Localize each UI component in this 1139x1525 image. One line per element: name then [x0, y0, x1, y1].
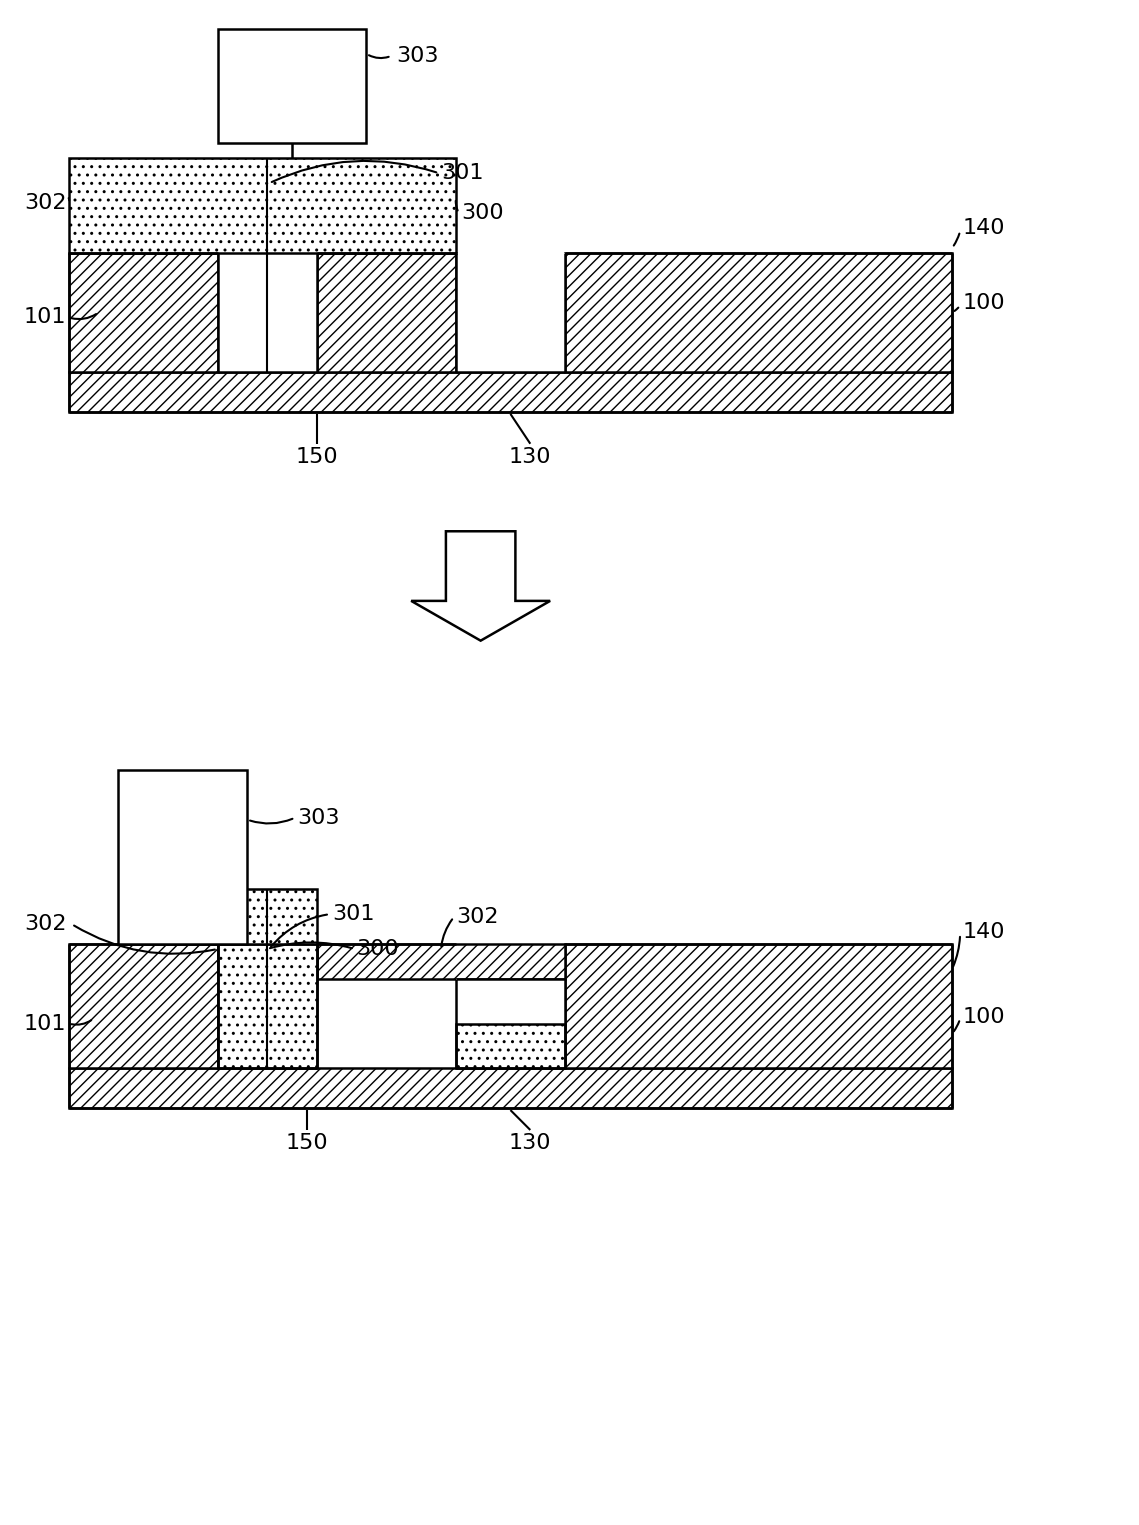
Polygon shape [411, 531, 550, 640]
Text: 150: 150 [286, 1133, 328, 1153]
Text: 130: 130 [509, 1133, 551, 1153]
Bar [218, 29, 367, 143]
Bar [456, 253, 565, 372]
Bar [565, 253, 952, 372]
Bar [68, 253, 218, 372]
Text: 300: 300 [461, 203, 503, 223]
Bar [317, 944, 565, 979]
Text: 100: 100 [962, 1006, 1005, 1026]
Text: 301: 301 [441, 163, 483, 183]
Text: 100: 100 [962, 293, 1005, 313]
Text: 303: 303 [297, 808, 339, 828]
Bar [565, 944, 952, 1069]
Text: 101: 101 [24, 308, 66, 328]
Bar [317, 253, 456, 372]
Bar [68, 1069, 952, 1109]
Bar [218, 253, 317, 372]
Text: 302: 302 [456, 907, 499, 927]
Text: 303: 303 [396, 46, 439, 66]
Text: 300: 300 [357, 939, 399, 959]
Text: 301: 301 [331, 904, 375, 924]
Bar [68, 372, 952, 412]
Text: 302: 302 [24, 913, 66, 935]
Text: 150: 150 [295, 447, 338, 467]
Bar [68, 159, 456, 253]
Text: 140: 140 [962, 218, 1005, 238]
Bar [456, 979, 565, 1023]
Bar [218, 889, 317, 944]
Bar [118, 770, 247, 944]
Bar [68, 944, 218, 1069]
Bar [218, 944, 317, 1069]
Text: 101: 101 [24, 1014, 66, 1034]
Text: 302: 302 [24, 194, 66, 214]
Text: 130: 130 [509, 447, 551, 467]
Bar [456, 1023, 565, 1069]
Text: 140: 140 [962, 923, 1005, 942]
